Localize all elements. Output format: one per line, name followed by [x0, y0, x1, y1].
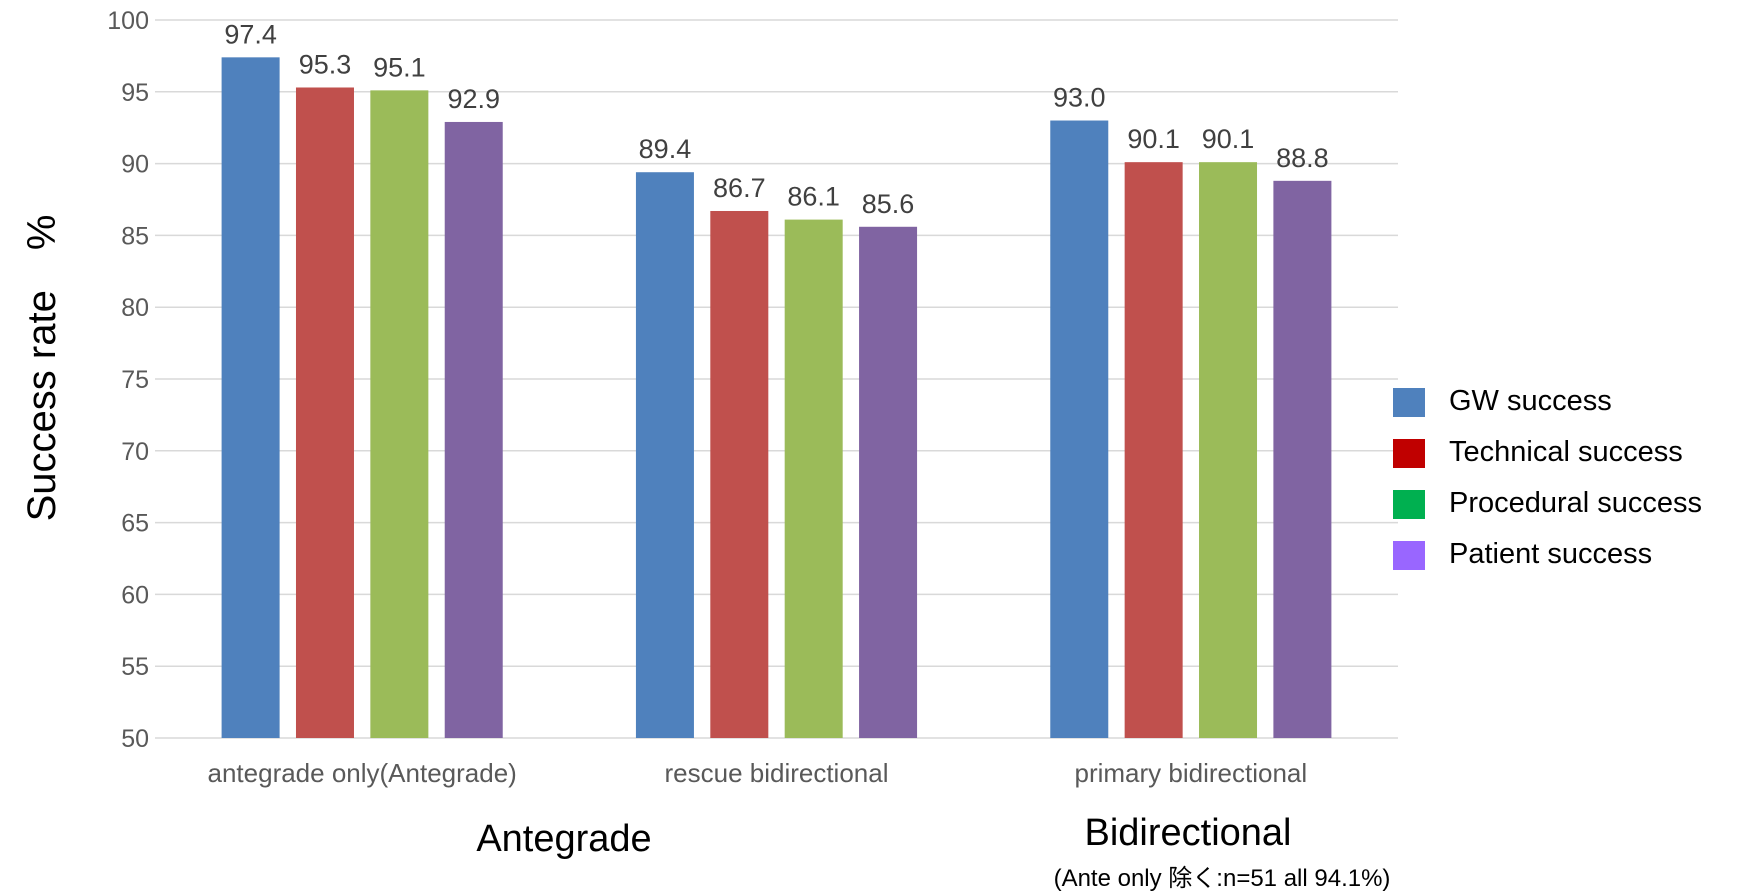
bar-rescue-bidirectional-procedural-success [784, 219, 843, 738]
data-label-rescue-bidirectional-technical-success: 86.7 [713, 173, 766, 203]
x-tick-label-rescue-bidirectional: rescue bidirectional [664, 758, 888, 788]
y-tick-label-100: 100 [107, 7, 149, 35]
data-label-antegrade-only-antegrade-procedural-success: 95.1 [373, 52, 426, 82]
legend-swatch-gw-success [1393, 388, 1425, 417]
legend-swatch-procedural-success [1393, 490, 1425, 519]
y-tick-label-75: 75 [121, 366, 149, 394]
bar-antegrade-only-antegrade-patient-success [444, 121, 503, 739]
bars [221, 57, 1332, 739]
y-tick-label-80: 80 [121, 294, 149, 322]
data-label-primary-bidirectional-procedural-success: 90.1 [1202, 124, 1255, 154]
bar-rescue-bidirectional-technical-success [710, 210, 769, 738]
group-label-antegrade: Antegrade [476, 818, 652, 860]
bar-primary-bidirectional-procedural-success [1199, 162, 1258, 738]
data-label-rescue-bidirectional-patient-success: 85.6 [862, 189, 915, 219]
group-label-bidirectional: Bidirectional [1084, 812, 1292, 854]
data-labels: 97.4 95.3 95.1 92.9 89.4 86.7 86.1 85.6 93.0 90.1… [224, 19, 1328, 218]
y-tick-label-60: 60 [121, 581, 149, 609]
bar-antegrade-only-antegrade-procedural-success [370, 90, 429, 738]
data-label-rescue-bidirectional-procedural-success: 86.1 [787, 182, 840, 212]
y-tick-label-55: 55 [121, 653, 149, 681]
x-tick-label-primary-bidirectional: primary bidirectional [1075, 758, 1308, 788]
bar-primary-bidirectional-technical-success [1124, 162, 1183, 738]
x-axis-ticks: antegrade only(Antegrade) rescue bidirect… [208, 758, 1308, 788]
bar-primary-bidirectional-gw-success [1050, 120, 1109, 738]
bar-primary-bidirectional-patient-success [1273, 180, 1332, 738]
y-axis-ticks: 50 55 60 65 70 75 80 85 90 95 100 [107, 7, 149, 753]
data-label-antegrade-only-antegrade-technical-success: 95.3 [299, 49, 352, 79]
legend-swatch-technical-success [1393, 439, 1425, 468]
legend-label-gw-success: GW success [1449, 385, 1612, 417]
legend-label-patient-success: Patient success [1449, 538, 1653, 570]
y-tick-label-95: 95 [121, 79, 149, 107]
bar-rescue-bidirectional-gw-success [635, 172, 694, 738]
data-label-primary-bidirectional-gw-success: 93.0 [1053, 83, 1106, 113]
y-tick-label-50: 50 [121, 725, 149, 753]
y-tick-label-85: 85 [121, 222, 149, 250]
data-label-antegrade-only-antegrade-gw-success: 97.4 [224, 19, 277, 49]
y-axis-label: Success rate % [20, 214, 64, 522]
group-note-bidirectional: (Ante only 除く:n=51 all 94.1%) [1053, 865, 1391, 892]
y-tick-label-70: 70 [121, 438, 149, 466]
data-label-rescue-bidirectional-gw-success: 89.4 [639, 134, 692, 164]
data-label-antegrade-only-antegrade-patient-success: 92.9 [447, 84, 500, 114]
bar-antegrade-only-antegrade-gw-success [221, 57, 280, 738]
data-label-primary-bidirectional-patient-success: 88.8 [1276, 143, 1329, 173]
bar-rescue-bidirectional-patient-success [859, 226, 918, 738]
x-tick-label-antegrade-only-antegrade: antegrade only(Antegrade) [208, 758, 517, 788]
data-label-primary-bidirectional-technical-success: 90.1 [1127, 124, 1180, 154]
y-tick-label-90: 90 [121, 151, 149, 179]
legend-swatch-patient-success [1393, 541, 1425, 570]
y-tick-label-65: 65 [121, 510, 149, 538]
legend-label-technical-success: Technical success [1449, 436, 1683, 468]
legend-label-procedural-success: Procedural success [1449, 487, 1703, 519]
bar-antegrade-only-antegrade-technical-success [295, 87, 354, 738]
gridlines [155, 19, 1398, 739]
